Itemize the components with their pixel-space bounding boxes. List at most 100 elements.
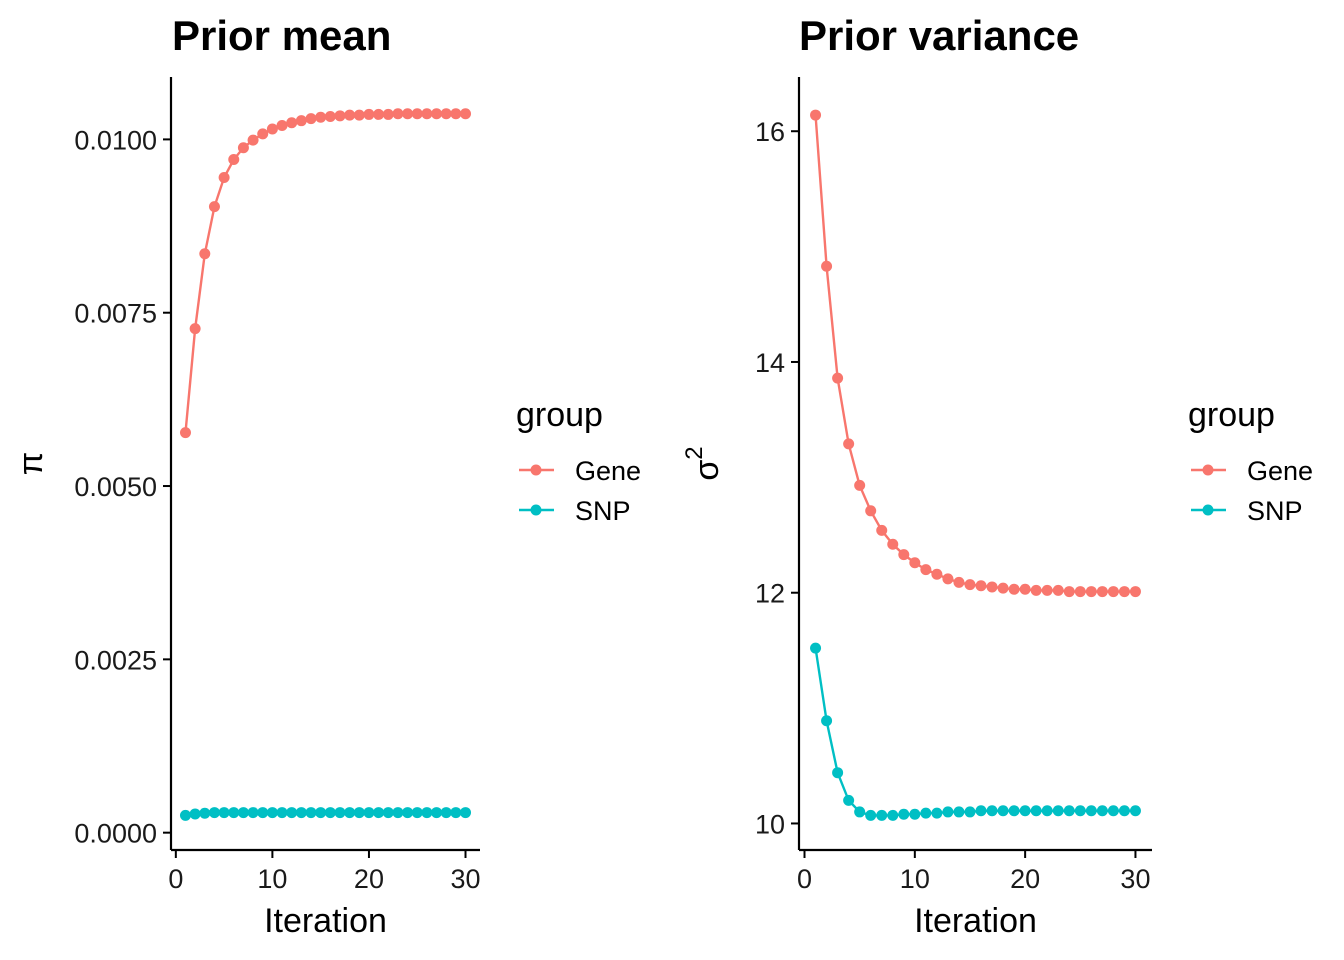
data-point-gene bbox=[821, 260, 833, 272]
data-point-snp bbox=[1085, 805, 1097, 817]
legend-key-snp bbox=[519, 504, 554, 516]
data-point-snp bbox=[1107, 805, 1119, 817]
x-tick-label: 30 bbox=[450, 864, 480, 894]
data-point-gene bbox=[431, 108, 443, 120]
data-point-gene bbox=[179, 427, 191, 439]
data-point-snp bbox=[353, 807, 365, 819]
y-tick-label: 16 bbox=[755, 117, 785, 147]
x-tick-label: 0 bbox=[797, 864, 812, 894]
legend-key-gene bbox=[1191, 464, 1226, 476]
data-point-gene bbox=[440, 108, 452, 120]
data-point-gene bbox=[920, 564, 932, 576]
data-point-snp bbox=[986, 805, 998, 817]
data-point-snp bbox=[257, 807, 269, 819]
data-point-snp bbox=[887, 809, 899, 821]
data-point-snp bbox=[276, 807, 288, 819]
data-point-snp bbox=[865, 809, 877, 821]
data-point-snp bbox=[909, 808, 921, 820]
data-point-gene bbox=[460, 108, 472, 120]
x-axis-title: Iteration bbox=[914, 902, 1037, 940]
data-point-snp bbox=[1019, 805, 1031, 817]
data-point-gene bbox=[266, 123, 278, 135]
data-point-snp bbox=[1063, 805, 1075, 817]
data-point-gene bbox=[402, 108, 414, 120]
data-point-snp bbox=[1041, 805, 1053, 817]
data-point-gene bbox=[450, 108, 462, 120]
data-point-snp bbox=[334, 807, 346, 819]
data-point-gene bbox=[887, 538, 899, 550]
data-point-snp bbox=[440, 807, 452, 819]
data-point-gene bbox=[1008, 583, 1020, 595]
data-point-gene bbox=[373, 108, 385, 120]
data-point-gene bbox=[898, 549, 910, 561]
data-point-gene bbox=[257, 128, 269, 140]
legend-label: SNP bbox=[1247, 496, 1303, 526]
data-point-gene bbox=[392, 108, 404, 120]
legend: group Gene SNP bbox=[516, 396, 641, 526]
data-point-snp bbox=[315, 807, 327, 819]
legend-title: group bbox=[1188, 396, 1275, 434]
chart-title: Prior variance bbox=[799, 12, 1079, 59]
legend-key-snp bbox=[1191, 504, 1226, 516]
data-point-snp bbox=[1096, 805, 1108, 817]
data-point-gene bbox=[1096, 586, 1108, 598]
data-point-snp bbox=[189, 808, 201, 820]
y-axis-title: π bbox=[12, 452, 50, 475]
data-point-gene bbox=[1129, 586, 1141, 598]
data-point-gene bbox=[975, 580, 987, 592]
data-point-snp bbox=[382, 807, 394, 819]
legend-label: Gene bbox=[575, 456, 641, 486]
data-point-gene bbox=[997, 582, 1009, 594]
x-tick-label: 0 bbox=[168, 864, 183, 894]
data-point-snp bbox=[953, 806, 965, 818]
data-point-gene bbox=[876, 524, 888, 536]
data-point-gene bbox=[1019, 583, 1031, 595]
data-point-snp bbox=[208, 807, 220, 819]
data-point-gene bbox=[953, 576, 965, 588]
data-point-snp bbox=[228, 807, 240, 819]
data-point-snp bbox=[898, 808, 910, 820]
data-point-snp bbox=[266, 807, 278, 819]
y-tick-label: 0.0025 bbox=[74, 645, 157, 675]
y-axis-symbol: σ bbox=[688, 460, 726, 481]
data-point-snp bbox=[402, 807, 414, 819]
data-point-snp bbox=[431, 807, 443, 819]
data-point-gene bbox=[1063, 586, 1075, 598]
data-point-snp bbox=[218, 807, 230, 819]
data-point-gene bbox=[1041, 584, 1053, 596]
chart-panel-1: Prior mean 0.0000 0.0025 0.0050 0.0075 0.0100… bbox=[12, 12, 641, 940]
y-axis-superscript: 2 bbox=[681, 446, 708, 459]
data-point-gene bbox=[344, 109, 356, 121]
data-point-snp bbox=[832, 767, 844, 779]
x-tick-label: 10 bbox=[257, 864, 287, 894]
data-point-snp bbox=[942, 806, 954, 818]
data-point-snp bbox=[1052, 805, 1064, 817]
data-point-snp bbox=[450, 807, 462, 819]
data-point-gene bbox=[353, 109, 365, 121]
legend-label: Gene bbox=[1247, 456, 1313, 486]
data-point-snp bbox=[344, 807, 356, 819]
y-tick-label: 0.0000 bbox=[74, 819, 157, 849]
data-point-gene bbox=[986, 581, 998, 593]
data-point-gene bbox=[843, 438, 855, 450]
data-point-snp bbox=[810, 642, 822, 654]
data-point-gene bbox=[1074, 586, 1086, 598]
data-point-snp bbox=[363, 807, 375, 819]
data-point-snp bbox=[373, 807, 385, 819]
data-point-gene bbox=[931, 568, 943, 580]
legend-title: group bbox=[516, 396, 603, 434]
data-point-gene bbox=[295, 115, 307, 127]
y-tick-label: 12 bbox=[755, 579, 785, 609]
data-point-gene bbox=[1107, 586, 1119, 598]
y-axis-title: σ2 bbox=[681, 446, 726, 480]
data-point-snp bbox=[421, 807, 433, 819]
x-tick-label: 20 bbox=[1010, 864, 1040, 894]
data-point-snp bbox=[179, 809, 191, 821]
data-point-gene bbox=[315, 111, 327, 123]
data-point-snp bbox=[286, 807, 298, 819]
legend-key-gene bbox=[519, 464, 554, 476]
data-point-snp bbox=[854, 806, 866, 818]
data-point-gene bbox=[324, 111, 336, 123]
data-point-gene bbox=[237, 142, 249, 154]
data-point-gene bbox=[421, 108, 433, 120]
